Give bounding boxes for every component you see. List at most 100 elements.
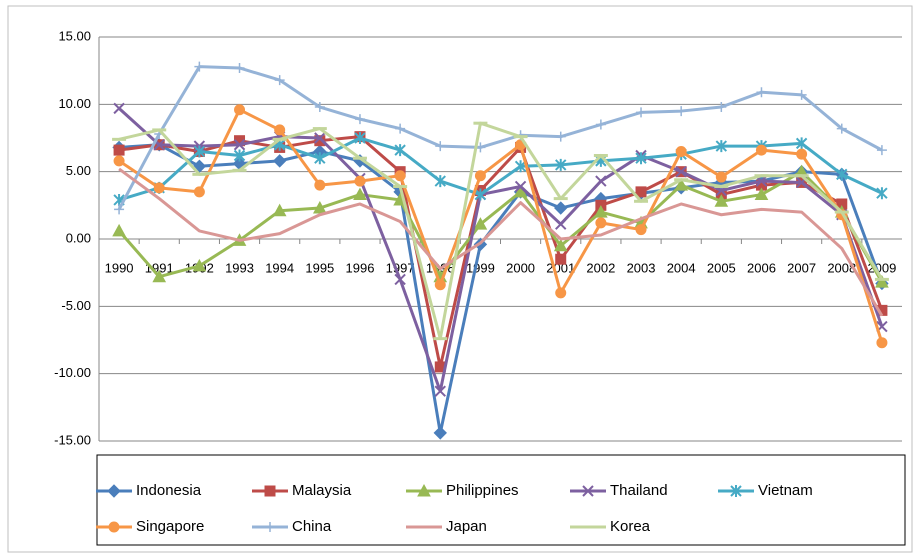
marker bbox=[354, 175, 366, 187]
marker bbox=[715, 171, 727, 183]
marker bbox=[796, 148, 808, 160]
y-tick-label: 0.00 bbox=[66, 230, 91, 245]
marker bbox=[192, 258, 207, 272]
x-tick-label: 2005 bbox=[707, 260, 736, 275]
marker bbox=[836, 123, 847, 134]
marker bbox=[674, 178, 689, 191]
legend-item: Indonesia bbox=[96, 482, 202, 499]
legend-item: Vietnam bbox=[718, 482, 813, 499]
marker bbox=[755, 144, 767, 156]
marker bbox=[513, 184, 528, 198]
x-tick-label: 1996 bbox=[346, 260, 375, 275]
legend-label: Japan bbox=[446, 518, 487, 535]
marker bbox=[555, 131, 566, 142]
marker bbox=[394, 273, 406, 286]
marker bbox=[314, 135, 326, 147]
marker bbox=[272, 154, 287, 168]
marker bbox=[193, 186, 205, 198]
series-line bbox=[118, 135, 884, 369]
marker bbox=[474, 188, 487, 201]
x-tick-label: 2003 bbox=[627, 260, 656, 275]
x-tick-label: 2006 bbox=[747, 260, 776, 275]
y-tick-label: 10.00 bbox=[58, 96, 91, 111]
marker bbox=[353, 187, 367, 201]
marker bbox=[756, 87, 767, 98]
marker bbox=[395, 123, 406, 134]
marker bbox=[314, 132, 326, 144]
marker bbox=[153, 182, 165, 194]
marker bbox=[417, 483, 431, 497]
marker bbox=[354, 114, 365, 125]
x-tick-label: 1990 bbox=[105, 260, 134, 275]
x-tick-label: 2000 bbox=[506, 260, 535, 275]
marker bbox=[754, 187, 769, 201]
marker bbox=[554, 201, 568, 215]
marker bbox=[272, 203, 287, 217]
marker bbox=[555, 253, 567, 265]
marker bbox=[555, 158, 567, 171]
x-tick-label: 2004 bbox=[667, 260, 696, 275]
series-line bbox=[118, 108, 884, 344]
y-tick-label: 5.00 bbox=[66, 163, 91, 178]
marker bbox=[594, 205, 608, 218]
marker bbox=[264, 485, 276, 497]
marker bbox=[676, 106, 687, 117]
marker bbox=[434, 175, 446, 188]
marker bbox=[595, 175, 607, 187]
series-line bbox=[117, 170, 884, 283]
x-tick-label: 2008 bbox=[827, 260, 856, 275]
x-tick-label: 2002 bbox=[586, 260, 615, 275]
legend-item: Malaysia bbox=[252, 482, 352, 499]
legend-label: Indonesia bbox=[136, 482, 202, 499]
marker bbox=[274, 124, 286, 136]
marker bbox=[107, 484, 121, 498]
marker bbox=[314, 102, 325, 113]
marker bbox=[394, 144, 406, 157]
marker bbox=[635, 186, 647, 198]
marker bbox=[795, 137, 808, 150]
legend-item: Singapore bbox=[96, 518, 204, 535]
marker bbox=[796, 89, 807, 100]
marker bbox=[265, 522, 275, 532]
marker bbox=[473, 217, 488, 230]
marker bbox=[234, 62, 245, 73]
legend-item: China bbox=[252, 518, 332, 535]
marker bbox=[394, 170, 406, 182]
marker bbox=[675, 165, 687, 178]
x-tick-label: 1993 bbox=[225, 260, 254, 275]
marker bbox=[114, 204, 125, 215]
legend-label: Vietnam bbox=[758, 482, 813, 499]
marker bbox=[314, 152, 326, 165]
y-tick-label: 15.00 bbox=[58, 28, 91, 43]
marker bbox=[354, 132, 366, 144]
marker bbox=[635, 152, 647, 165]
legend-item: Korea bbox=[570, 518, 651, 535]
marker bbox=[113, 144, 125, 156]
x-tick-label: 1997 bbox=[386, 260, 415, 275]
legend-label: Korea bbox=[610, 518, 651, 535]
marker bbox=[675, 145, 687, 157]
marker bbox=[635, 224, 647, 236]
marker bbox=[514, 180, 527, 193]
marker bbox=[714, 194, 729, 207]
x-tick-label: 1999 bbox=[466, 260, 495, 275]
marker bbox=[112, 223, 126, 237]
series-line bbox=[118, 121, 884, 341]
marker bbox=[113, 102, 125, 115]
series-line bbox=[117, 65, 883, 211]
marker bbox=[876, 337, 888, 349]
legend-label: Philippines bbox=[446, 482, 519, 499]
marker bbox=[875, 275, 889, 288]
legend-item: Japan bbox=[406, 518, 487, 535]
marker bbox=[233, 149, 246, 162]
marker bbox=[555, 218, 567, 230]
marker bbox=[312, 200, 327, 214]
x-tick-label: 1991 bbox=[145, 260, 174, 275]
legend-item: Philippines bbox=[406, 482, 519, 499]
marker bbox=[233, 139, 246, 151]
series-line bbox=[118, 167, 884, 317]
marker bbox=[435, 141, 446, 152]
marker bbox=[582, 485, 594, 497]
marker bbox=[314, 179, 326, 191]
